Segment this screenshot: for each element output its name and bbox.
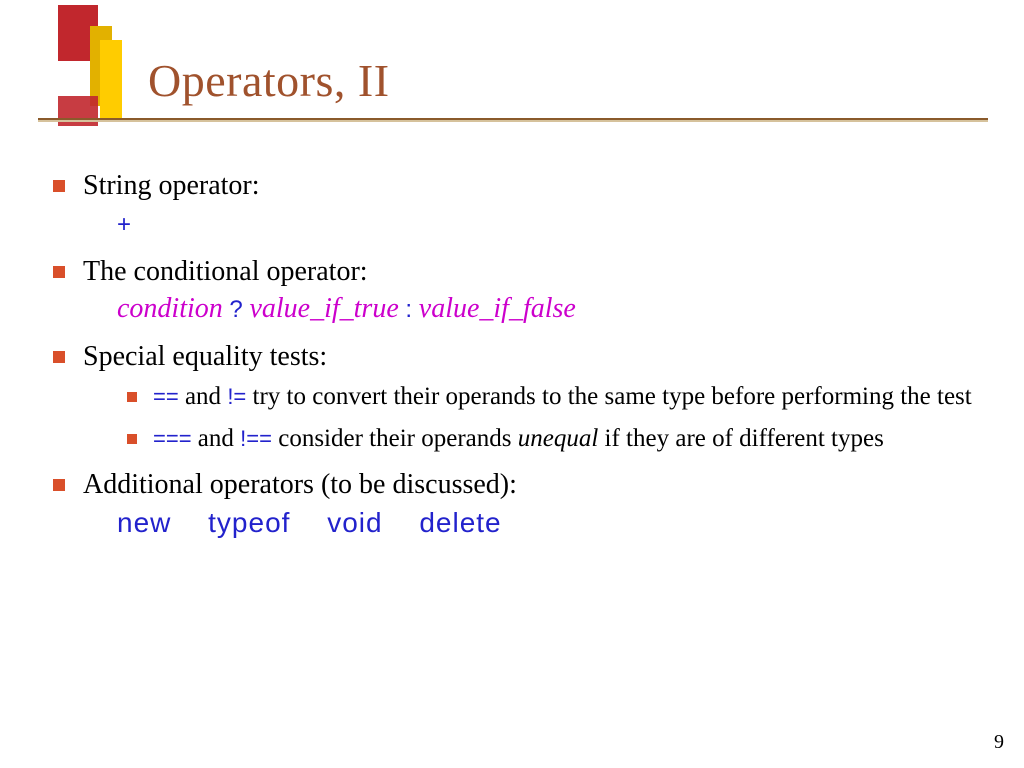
- code-neq: !=: [227, 384, 246, 409]
- ternary-expression: condition ? value_if_true : value_if_fal…: [83, 291, 985, 327]
- code-eqeqeq: ===: [153, 426, 192, 451]
- code-eqeq: ==: [153, 384, 179, 409]
- title-underline-shadow: [38, 120, 988, 122]
- ternary-condition: condition: [117, 293, 223, 324]
- slide: Operators, II String operator: + The con…: [0, 0, 1024, 768]
- code-neqeq: !==: [240, 426, 272, 451]
- bullet-equality-tests: Special equality tests: == and != try to…: [45, 339, 985, 455]
- bullet-string-operator: String operator: +: [45, 168, 985, 242]
- text: consider their operands: [272, 425, 518, 452]
- content-area: String operator: + The conditional opera…: [45, 168, 985, 554]
- code-plus: +: [117, 211, 131, 238]
- bullet-heading: String operator:: [83, 170, 260, 201]
- text: try to convert their operands to the sam…: [246, 383, 971, 410]
- sub-bullet-strict-eq: === and !== consider their operands uneq…: [83, 423, 985, 455]
- code-keywords: new typeof void delete: [117, 507, 502, 538]
- sub-bullet-list: == and != try to convert their operands …: [83, 381, 985, 455]
- ternary-false: value_if_false: [419, 293, 576, 324]
- text: and: [179, 383, 228, 410]
- bullet-heading: Additional operators (to be discussed):: [83, 469, 517, 500]
- page-number: 9: [994, 731, 1004, 754]
- text: and: [192, 425, 241, 452]
- bullet-heading: Special equality tests:: [83, 341, 327, 372]
- bullet-conditional-operator: The conditional operator: condition ? va…: [45, 254, 985, 328]
- bullet-list: String operator: + The conditional opera…: [45, 168, 985, 542]
- bullet-additional-operators: Additional operators (to be discussed): …: [45, 467, 985, 542]
- text: if they are of different types: [598, 425, 884, 452]
- text-unequal: unequal: [518, 425, 599, 452]
- ternary-true: value_if_true: [249, 293, 398, 324]
- header-decor-yellow-front: [100, 40, 122, 120]
- bullet-heading: The conditional operator:: [83, 256, 368, 287]
- slide-title: Operators, II: [148, 54, 390, 107]
- ternary-colon: :: [399, 296, 419, 323]
- ternary-qmark: ?: [223, 296, 250, 323]
- sub-bullet-loose-eq: == and != try to convert their operands …: [83, 381, 985, 413]
